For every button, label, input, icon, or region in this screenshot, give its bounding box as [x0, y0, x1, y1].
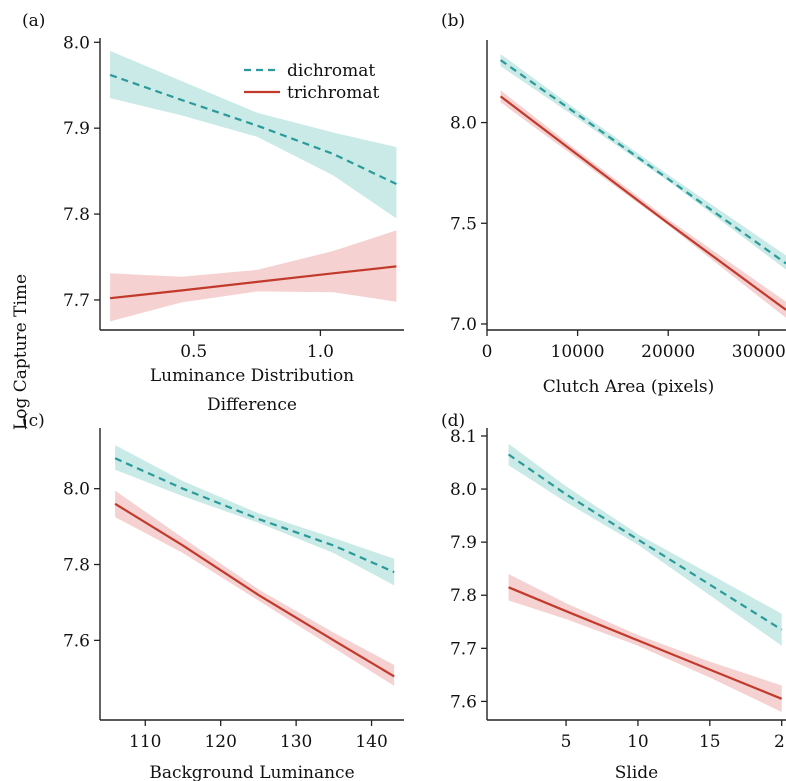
legend-label-trichromat: trichromat	[287, 83, 379, 103]
panel-d-x-tick-label: 20	[774, 732, 786, 752]
panel-c-dichromat-ci-band	[115, 445, 395, 586]
panel-a-tag: (a)	[22, 11, 45, 31]
panel-b: 7.0 7.5 8.0 0 10000 20000 30000 Clutch Area (pi…	[441, 11, 786, 397]
panel-c-y-tick-label: 7.8	[63, 556, 90, 576]
panel-a-trichromat-ci-band	[110, 230, 397, 322]
panel-d-dichromat-ci-band	[508, 443, 782, 646]
panel-c-trichromat-line	[114, 502, 395, 678]
legend-label-dichromat: dichromat	[287, 61, 375, 81]
panel-c-dichromat-line	[114, 457, 395, 574]
panel-c-x-axis-title: Background Luminance	[149, 763, 354, 781]
panel-a-x-axis-title: Luminance Distribution	[150, 366, 354, 386]
panel-a-x-axis-title: Difference	[207, 395, 297, 415]
panel-d: 7.6 7.7 7.8 7.9 8.0 8.1 5 10 15 20 Slide (d)	[441, 411, 786, 781]
panel-d-x-tick-label: 10	[627, 732, 649, 752]
panel-b-x-tick-label: 0	[482, 342, 493, 362]
panel-a-dichromat-ci-band	[110, 50, 397, 219]
panel-b-x-tick-label: 20000	[641, 342, 695, 362]
panel-d-tag: (d)	[441, 411, 465, 431]
panel-a-y-tick-label: 8.0	[63, 33, 90, 53]
panel-d-dichromat-line	[507, 453, 783, 631]
panel-b-x-axis-title: Clutch Area (pixels)	[543, 377, 715, 397]
panel-d-y-tick-label: 7.8	[450, 586, 477, 606]
y-axis-title: Log Capture Time	[11, 274, 31, 430]
panel-c-y-tick-label: 8.0	[63, 480, 90, 500]
panel-c-x-tick-label: 120	[204, 732, 236, 752]
panel-c-x-tick-label: 140	[355, 732, 387, 752]
panel-a-y-tick-label: 7.8	[63, 205, 90, 225]
panel-b-trichromat-line	[499, 95, 786, 311]
panel-c-x-tick-label: 110	[129, 732, 161, 752]
panel-d-y-tick-label: 7.9	[450, 533, 477, 553]
panel-b-y-tick-label: 8.0	[450, 114, 477, 134]
panel-a-x-tick-label: 1.0	[307, 342, 334, 362]
panel-b-x-tick-label: 10000	[551, 342, 605, 362]
panel-a-trichromat-line	[109, 265, 397, 300]
panel-c-y-tick-label: 7.6	[63, 631, 90, 651]
panel-c-tag: (c)	[22, 411, 45, 431]
panel-b-y-tick-label: 7.0	[450, 315, 477, 335]
panel-d-y-tick-label: 8.1	[450, 427, 477, 447]
panel-b-dichromat-line	[499, 59, 786, 265]
panel-a-y-tick-label: 7.7	[63, 291, 90, 311]
panel-d-y-tick-label: 7.7	[450, 639, 477, 659]
panel-a: 7.7 7.8 7.9 8.0 0.5 1.0 Luminance Distribution…	[22, 11, 404, 415]
panel-a-y-tick-label: 7.9	[63, 119, 90, 139]
panel-d-x-tick-label: 5	[561, 732, 572, 752]
panel-a-dichromat-line	[109, 73, 397, 185]
panel-d-trichromat-line	[508, 586, 783, 700]
panel-b-dichromat-ci-band	[500, 54, 786, 270]
panel-c-trichromat-ci-band	[115, 490, 395, 686]
panel-b-x-tick-label: 30000	[732, 342, 786, 362]
panel-d-y-tick-label: 8.0	[450, 480, 477, 500]
panel-d-y-tick-label: 7.6	[450, 692, 477, 712]
panel-a-x-tick-label: 0.5	[180, 342, 207, 362]
panel-d-x-tick-label: 15	[699, 732, 721, 752]
panel-c-x-tick-label: 130	[280, 732, 312, 752]
panel-b-tag: (b)	[441, 11, 465, 31]
panel-d-x-axis-title: Slide	[615, 763, 658, 781]
panel-b-y-tick-label: 7.5	[450, 214, 477, 234]
